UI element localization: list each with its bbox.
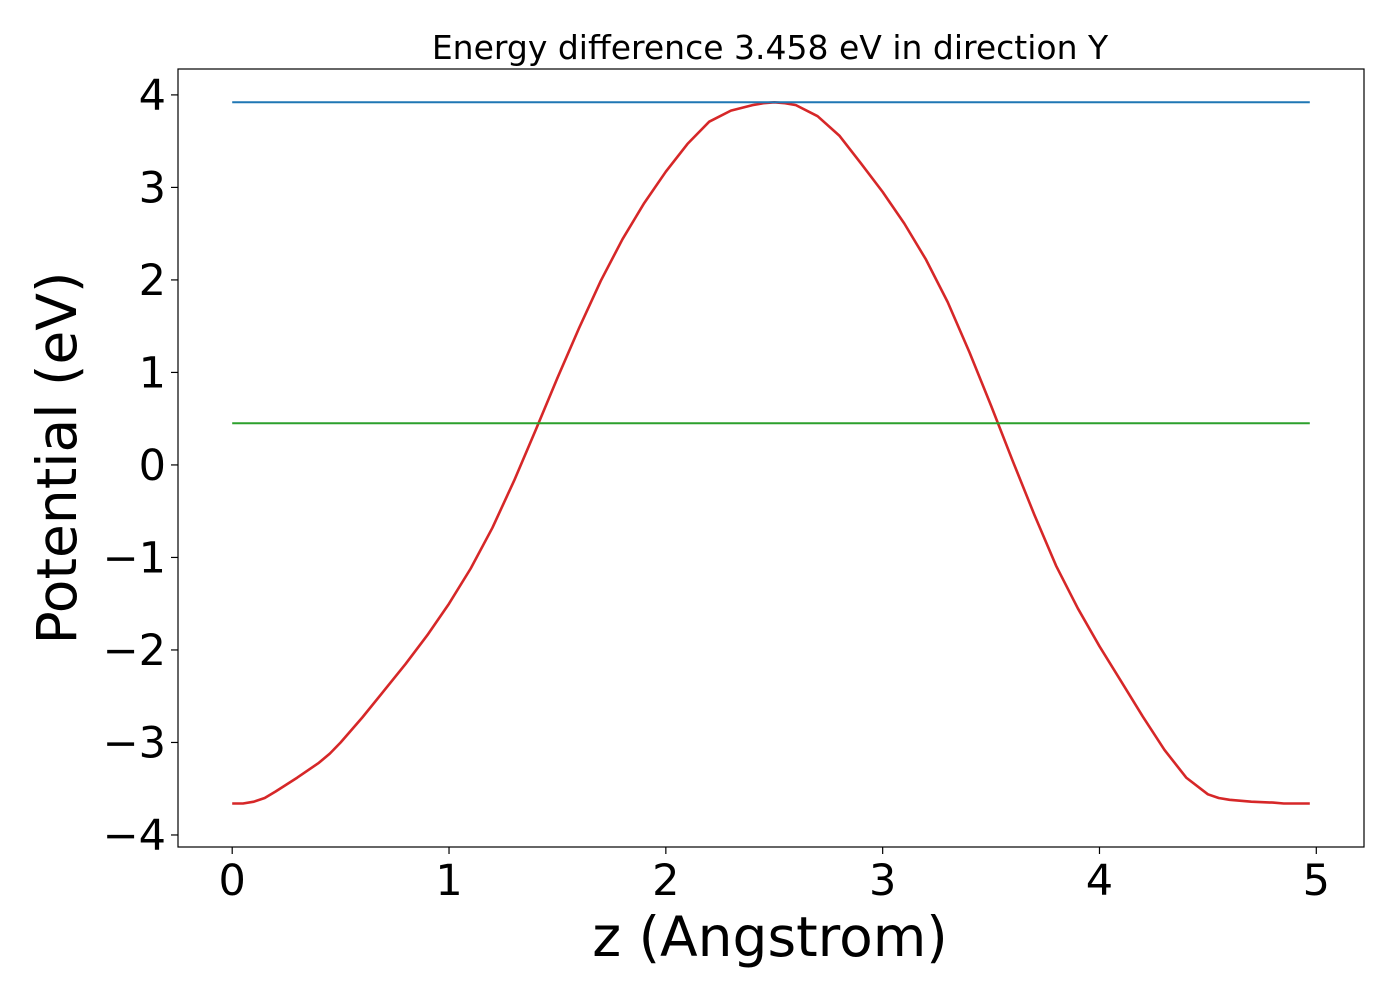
y-tick-label: −3 xyxy=(103,718,166,768)
x-tick-label: 0 xyxy=(219,856,246,906)
series-layer xyxy=(232,101,1310,805)
y-tick-label: 3 xyxy=(139,163,166,213)
y-tick-label: 1 xyxy=(139,348,166,398)
y-tick-label: −2 xyxy=(103,626,166,676)
chart-title: Energy difference 3.458 eV in direction … xyxy=(432,28,1109,67)
y-tick-label: −4 xyxy=(103,811,166,861)
x-tick-label: 3 xyxy=(869,856,896,906)
x-tick-label: 4 xyxy=(1086,856,1113,906)
x-axis-ticks: 0 1 2 3 4 5 xyxy=(219,847,1330,906)
y-tick-label: 4 xyxy=(139,71,166,121)
plot-frame xyxy=(177,68,1365,848)
x-tick-label: 1 xyxy=(435,856,462,906)
y-axis-label: Potential (eV) xyxy=(25,272,89,645)
x-tick-label: 5 xyxy=(1303,856,1330,906)
y-tick-label: 0 xyxy=(139,441,166,491)
x-axis-label: z (Angstrom) xyxy=(592,905,948,969)
y-axis-ticks: −4 −3 −2 −1 0 1 2 3 4 xyxy=(103,71,178,861)
y-tick-label: 2 xyxy=(139,256,166,306)
y-tick-label: −1 xyxy=(103,533,166,583)
plot-area: 0 1 2 3 4 5 −4 −3 −2 −1 0 1 2 3 4 xyxy=(103,68,1365,906)
x-tick-label: 2 xyxy=(652,856,679,906)
